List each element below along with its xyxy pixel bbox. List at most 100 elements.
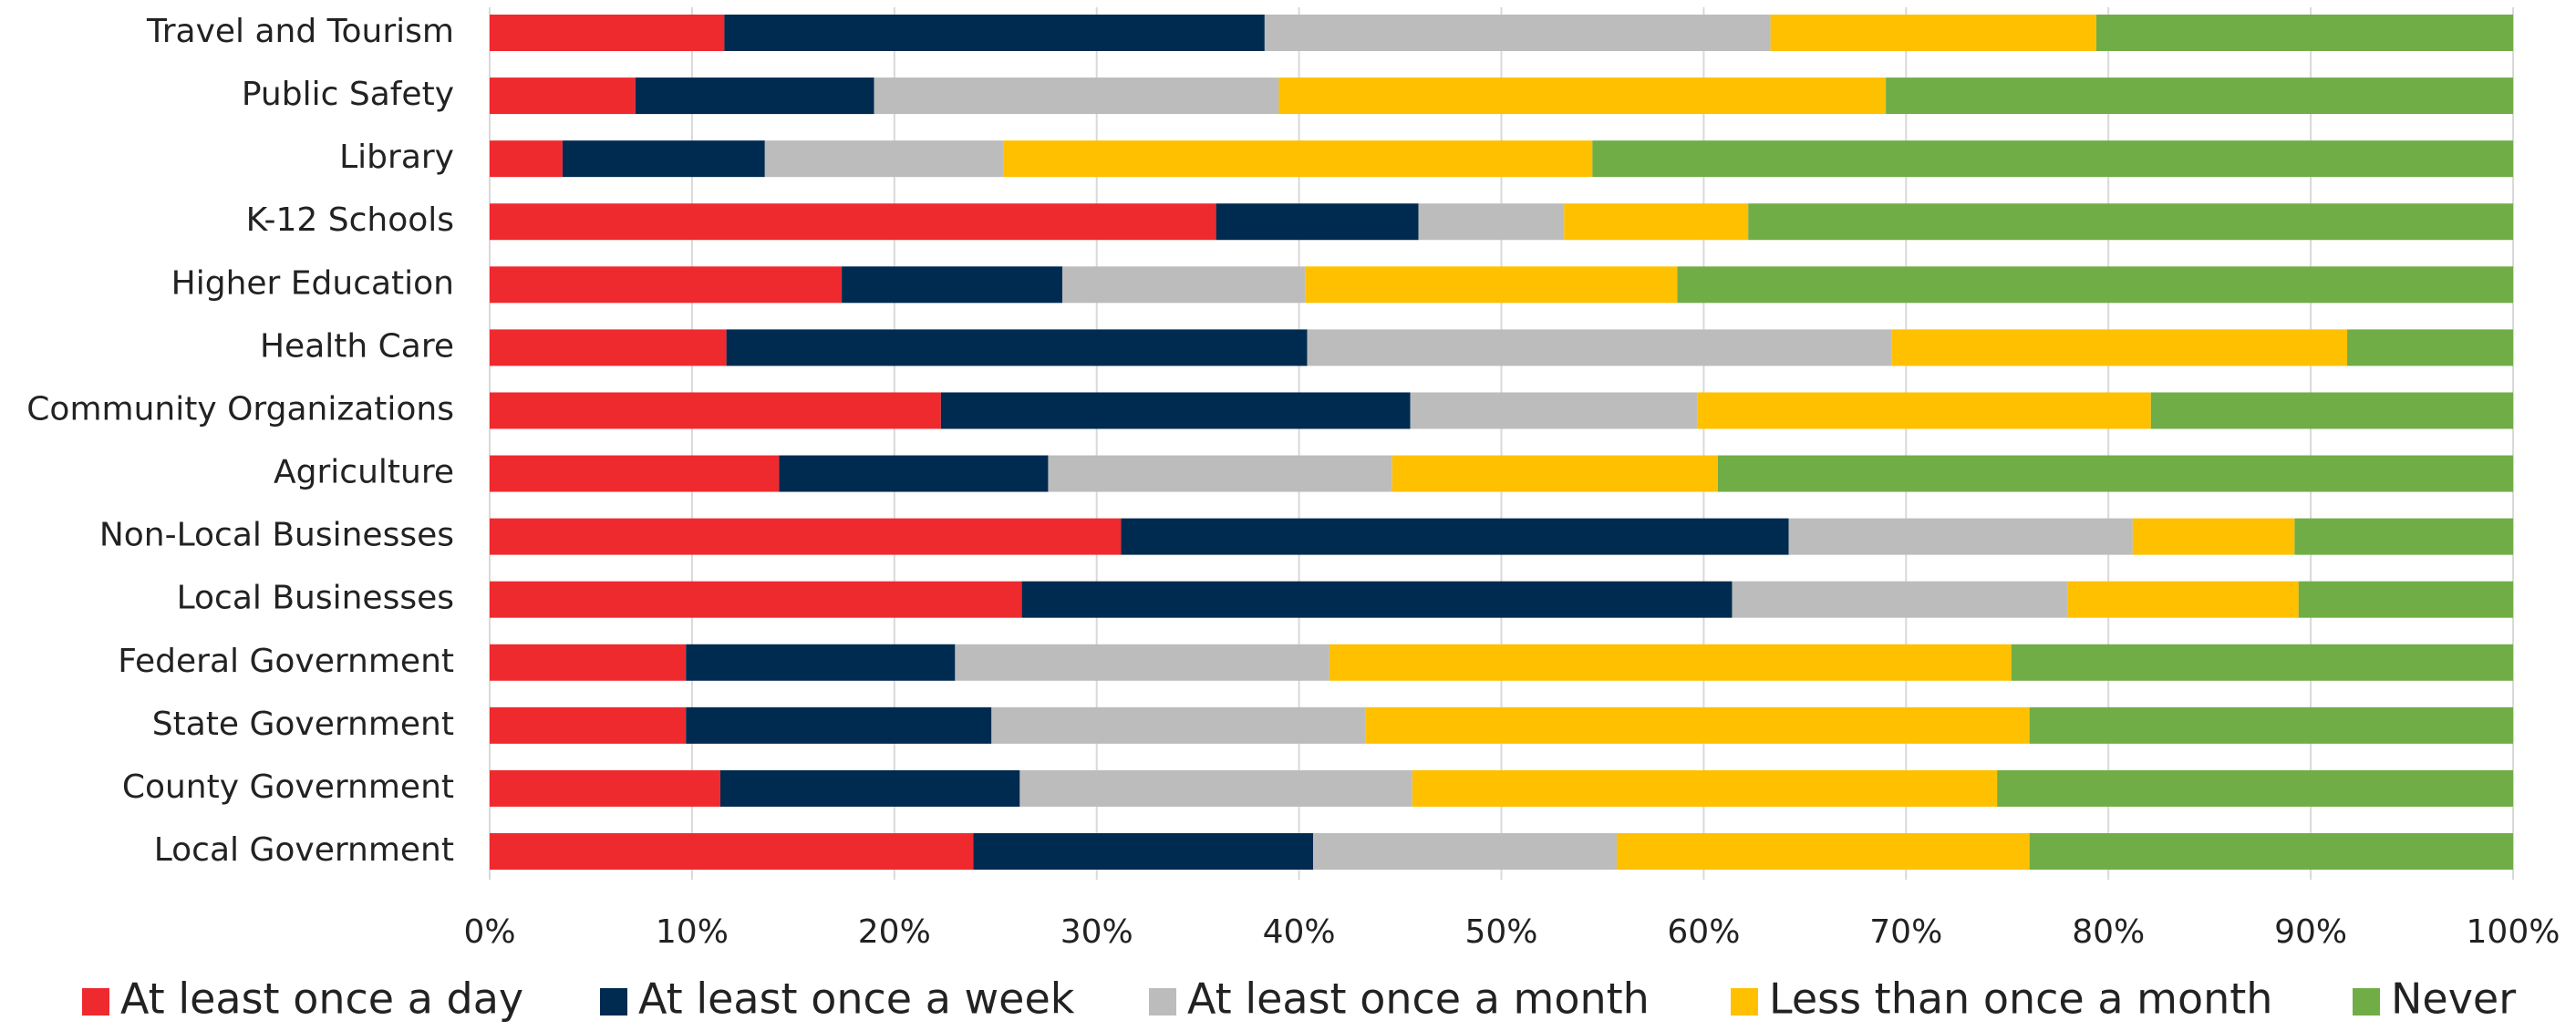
bar-segment: [490, 581, 1022, 618]
bar-segment: [490, 392, 941, 429]
legend-label: At least once a month: [1187, 974, 1650, 1024]
bar-segment: [1305, 266, 1678, 304]
bar-segment: [1891, 329, 2348, 366]
bar-segment: [490, 203, 1216, 241]
y-tick-label: Public Safety: [242, 76, 454, 113]
bar-segment: [973, 833, 1314, 870]
bar-segment: [1021, 581, 1733, 618]
bar-segment: [490, 77, 636, 115]
legend-label: Less than once a month: [1769, 974, 2272, 1024]
y-tick-label: Federal Government: [118, 643, 454, 680]
legend-swatch: [82, 988, 109, 1016]
x-tick-label: 60%: [1667, 913, 1740, 951]
x-tick-label: 40%: [1263, 913, 1336, 951]
y-tick-label: Library: [339, 139, 454, 176]
bar-segment: [490, 833, 974, 870]
y-tick-label: Health Care: [260, 327, 454, 365]
legend-label: At least once a day: [120, 974, 523, 1024]
bar-segment: [726, 329, 1308, 366]
x-tick-label: 0%: [463, 913, 515, 951]
legend-swatch: [2353, 988, 2380, 1016]
bar-segment: [562, 140, 765, 178]
bar-segment: [2298, 581, 2513, 618]
y-tick-label: Agriculture: [274, 454, 454, 491]
bar-segment: [1003, 140, 1593, 178]
bar-segment: [1061, 266, 1306, 304]
bar-segment: [724, 15, 1265, 51]
y-tick-label: Higher Education: [171, 264, 454, 302]
y-tick-label: County Government: [122, 768, 454, 806]
x-tick-label: 20%: [858, 913, 931, 951]
bar-segment: [940, 392, 1411, 429]
legend-swatch: [1149, 988, 1176, 1016]
bar-segment: [2095, 15, 2513, 51]
bar-segment: [2029, 833, 2513, 870]
y-tick-label: Local Government: [154, 831, 454, 869]
bar-segment: [1717, 455, 2513, 492]
bar-segment: [1997, 769, 2513, 807]
bar-segment: [490, 769, 720, 807]
bar-segment: [1412, 769, 1998, 807]
x-tick-label: 30%: [1060, 913, 1133, 951]
y-tick-label: Travel and Tourism: [146, 13, 454, 50]
bar-segment: [1121, 518, 1789, 555]
bar-segment: [991, 706, 1366, 744]
bar-segment: [874, 77, 1279, 115]
bar-segment: [490, 329, 727, 366]
x-tick-label: 90%: [2274, 913, 2347, 951]
bar-segment: [635, 77, 874, 115]
bar-segment: [1770, 15, 2096, 51]
bar-segment: [2011, 644, 2513, 681]
bar-segment: [1313, 833, 1617, 870]
x-tick-label: 70%: [1869, 913, 1942, 951]
bar-segment: [1410, 392, 1698, 429]
bar-segment: [1391, 455, 1718, 492]
bar-segment: [490, 706, 687, 744]
bar-segment: [1216, 203, 1419, 241]
x-tick-label: 100%: [2467, 913, 2560, 951]
legend-label: At least once a week: [638, 974, 1075, 1024]
bar-segment: [490, 266, 843, 304]
bar-segment: [686, 706, 992, 744]
legend-swatch: [1731, 988, 1758, 1016]
bar-segment: [1418, 203, 1565, 241]
y-tick-label: K-12 Schools: [246, 201, 454, 239]
bar-segment: [1307, 329, 1892, 366]
bar-segment: [1886, 77, 2513, 115]
bar-segment: [2294, 518, 2513, 555]
bar-segment: [1677, 266, 2513, 304]
bar-segment: [842, 266, 1062, 304]
bar-segment: [490, 644, 687, 681]
bar-segment: [490, 140, 563, 178]
bar-segment: [1616, 833, 2030, 870]
bar-segment: [2150, 392, 2513, 429]
bar-segment: [1748, 203, 2513, 241]
bar-segment: [779, 455, 1049, 492]
bar-segment: [1278, 77, 1887, 115]
bar-segment: [1592, 140, 2513, 178]
bar-segment: [1732, 581, 2068, 618]
x-tick-label: 50%: [1464, 913, 1537, 951]
y-tick-label: Non-Local Businesses: [99, 517, 454, 554]
bar-segment: [2067, 581, 2299, 618]
legend-swatch: [600, 988, 627, 1016]
bar-segment: [1329, 644, 2012, 681]
y-tick-label: Local Businesses: [177, 580, 454, 617]
bar-segment: [2029, 706, 2513, 744]
bar-segment: [2132, 518, 2295, 555]
bar-segment: [1019, 769, 1412, 807]
y-tick-label: Community Organizations: [26, 390, 454, 428]
bar-segment: [1365, 706, 2030, 744]
y-tick-label: State Government: [152, 706, 454, 743]
bar-segment: [490, 518, 1122, 555]
bar-segment: [1788, 518, 2133, 555]
bar-segment: [686, 644, 956, 681]
bar-segment: [1697, 392, 2151, 429]
bar-segment: [490, 455, 780, 492]
bar-segment: [955, 644, 1329, 681]
x-tick-label: 10%: [656, 913, 729, 951]
bar-segment: [1564, 203, 1749, 241]
bar-segment: [490, 15, 725, 51]
bar-segment: [1048, 455, 1392, 492]
